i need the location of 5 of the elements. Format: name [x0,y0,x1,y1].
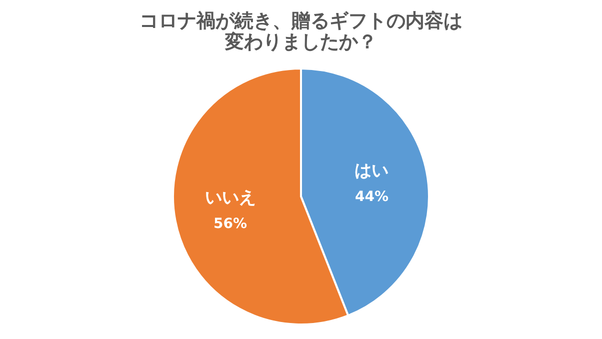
data-label: 56% [214,216,248,232]
data-label: 44% [354,189,388,206]
slice-label: いいえ [204,188,256,208]
chart-title: コロナ禍が続き、贈るギフトの内容は変わりましたか？ [140,10,462,53]
slice-label: はい [354,161,389,182]
